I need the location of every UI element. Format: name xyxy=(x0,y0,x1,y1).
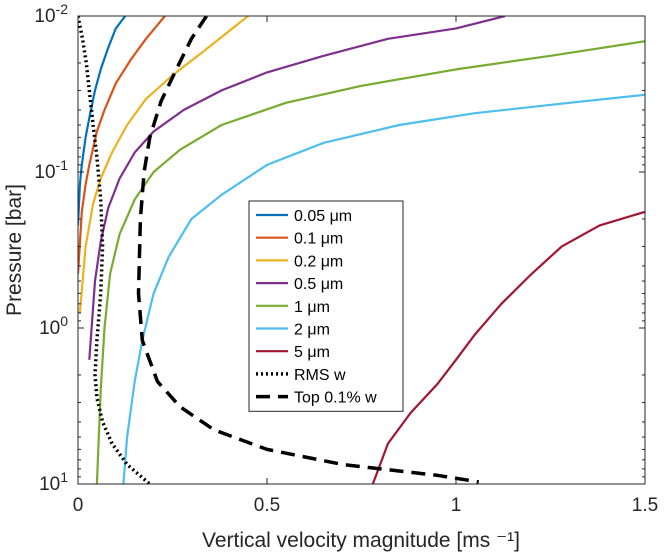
series-line-4 xyxy=(95,40,645,484)
x-tick-label: 1 xyxy=(451,495,462,516)
legend-label-8: Top 0.1% w xyxy=(294,390,377,407)
series-line-8 xyxy=(136,16,479,484)
series-line-1 xyxy=(78,16,166,274)
series-line-0 xyxy=(78,16,127,226)
axes-box xyxy=(77,15,646,485)
tick-layer: 0 0.5 1 1.5 10-2 10-1 100 101 xyxy=(34,1,658,516)
y-tick-label: 10-1 xyxy=(34,157,68,183)
legend-label-6: 5 μm xyxy=(294,344,330,361)
y-tick-label: 10-2 xyxy=(34,1,68,27)
legend-label-5: 2 μm xyxy=(294,322,330,339)
y-tick-label: 100 xyxy=(39,313,68,339)
x-tick-label: 0 xyxy=(73,495,84,516)
x-tick-label: 0.5 xyxy=(254,495,280,516)
x-tick-label: 1.5 xyxy=(632,495,658,516)
series-line-2 xyxy=(78,16,249,313)
legend-label-3: 0.5 μm xyxy=(294,276,343,293)
legend-label-2: 0.2 μm xyxy=(294,253,343,270)
series-line-5 xyxy=(122,93,645,484)
legend-label-1: 0.1 μm xyxy=(294,231,343,248)
legend: 0.05 μm 0.1 μm 0.2 μm 0.5 μm 1 μm 2 μm 5 μm RMS… xyxy=(248,200,404,412)
y-axis-label: Pressure [bar] xyxy=(3,184,26,316)
series-line-7 xyxy=(78,16,151,484)
legend-label-0: 0.05 μm xyxy=(294,208,352,225)
y-tick-label: 101 xyxy=(39,469,68,495)
x-axis-label: Vertical velocity magnitude [ms ⁻¹] xyxy=(202,529,520,552)
legend-label-4: 1 μm xyxy=(294,299,330,316)
legend-label-7: RMS w xyxy=(294,367,346,384)
series-line-6 xyxy=(371,210,645,484)
series-layer xyxy=(78,16,645,484)
